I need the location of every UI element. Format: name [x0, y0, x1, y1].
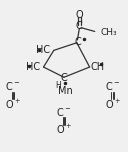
Text: C: C — [61, 73, 67, 83]
Text: CH₃: CH₃ — [100, 28, 117, 37]
Text: C: C — [74, 37, 81, 47]
Text: C$^-$: C$^-$ — [5, 80, 20, 92]
Text: HC: HC — [26, 62, 40, 72]
Text: H: H — [55, 81, 61, 90]
Text: CH: CH — [91, 62, 105, 72]
Text: C$^-$: C$^-$ — [56, 106, 72, 118]
Text: O$^+$: O$^+$ — [56, 123, 72, 136]
Text: O$^+$: O$^+$ — [105, 98, 121, 111]
Text: HC: HC — [36, 45, 51, 55]
Text: O$^+$: O$^+$ — [5, 98, 21, 111]
Text: C: C — [76, 21, 83, 31]
Text: O: O — [76, 10, 83, 20]
Text: Mn: Mn — [58, 86, 73, 96]
Text: C$^-$: C$^-$ — [105, 80, 120, 92]
